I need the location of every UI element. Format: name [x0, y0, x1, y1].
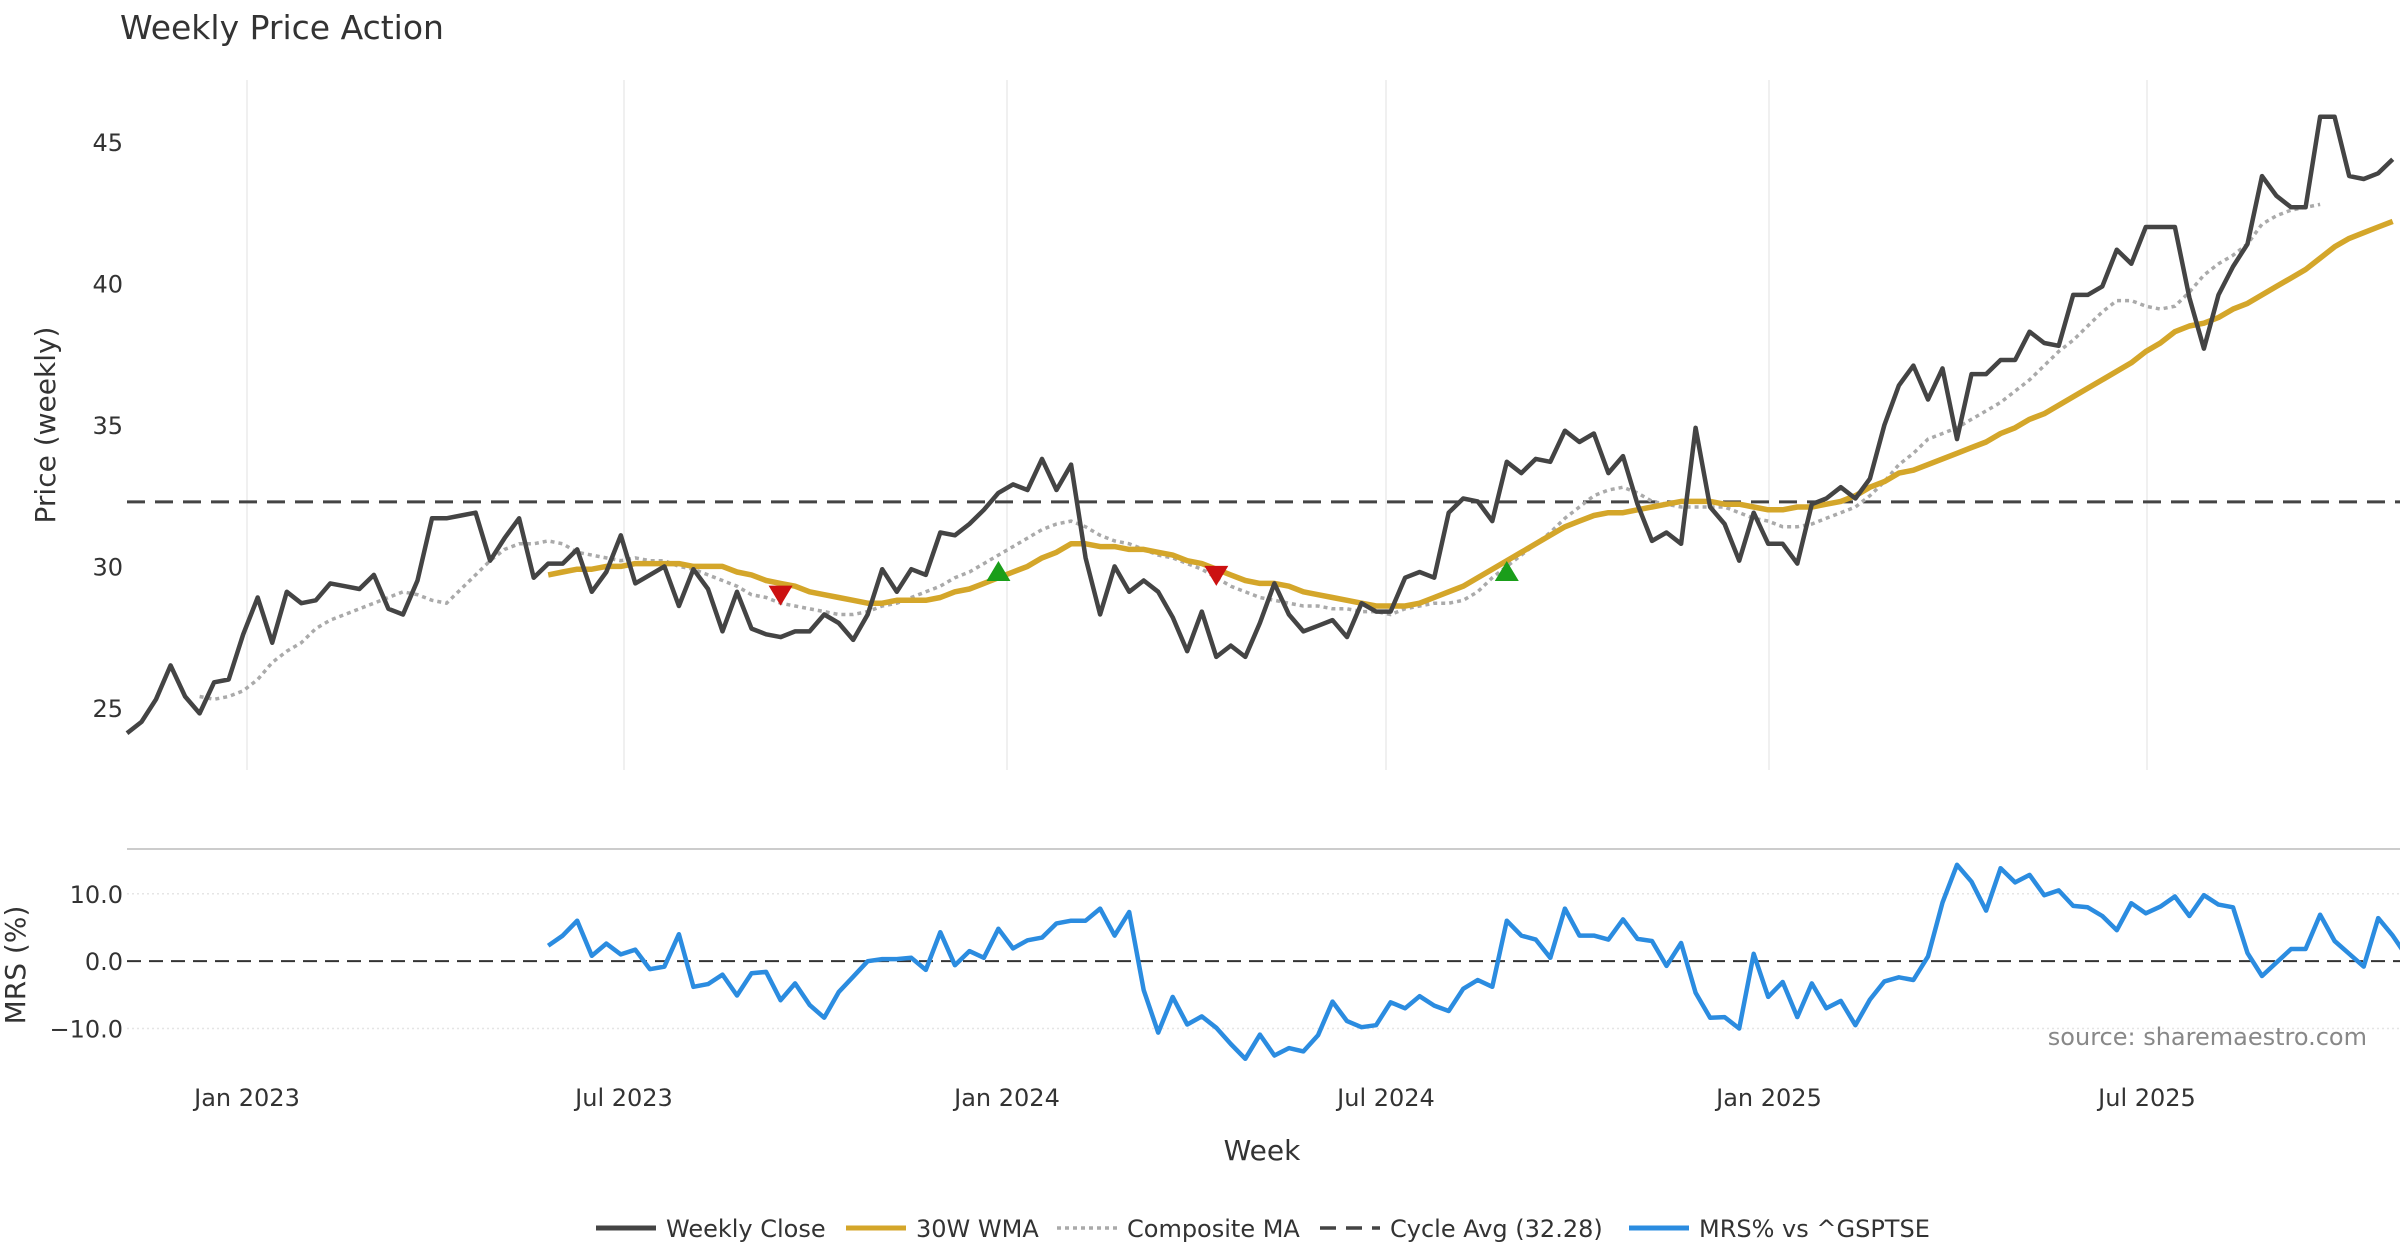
x-tick-label: Jan 2023 — [192, 1084, 300, 1112]
composite-ma-line — [199, 202, 2321, 702]
source-label: source: sharemaestro.com — [2048, 1023, 2367, 1051]
price-y-axis: 25 30 35 40 45 — [92, 129, 123, 723]
x-axis: Jan 2023 Jul 2023 Jan 2024 Jul 2024 Jan 2025… — [192, 1084, 2196, 1112]
legend-label: Cycle Avg (32.28) — [1390, 1215, 1603, 1243]
sell-signal-marker — [768, 585, 793, 606]
mrs-series — [546, 862, 2400, 1062]
mrs-y-axis: 10.0 0.0 −10.0 — [49, 881, 123, 1044]
mrs-y-tick-label: 0.0 — [85, 948, 123, 976]
mrs-y-tick-label: −10.0 — [49, 1016, 123, 1044]
price-grid — [246, 80, 2148, 770]
signal-markers — [768, 561, 1519, 606]
x-tick-label: Jul 2023 — [573, 1084, 673, 1112]
legend-label: Composite MA — [1127, 1215, 1300, 1243]
buy-signal-marker — [986, 561, 1011, 582]
buy-signal-marker — [1494, 561, 1519, 582]
mrs-y-tick-label: 10.0 — [70, 881, 123, 909]
weekly-close-line — [125, 114, 2395, 735]
price-series — [125, 114, 2400, 735]
price-panel: 25 30 35 40 45 Price (weekly) — [29, 80, 2400, 770]
price-y-tick-label: 35 — [92, 412, 123, 440]
mrs-y-axis-label: MRS (%) — [0, 906, 32, 1025]
chart-title: Weekly Price Action — [120, 8, 444, 47]
price-y-axis-label: Price (weekly) — [29, 327, 62, 524]
price-y-tick-label: 30 — [92, 553, 123, 581]
price-y-tick-label: 25 — [92, 695, 123, 723]
legend-label: Weekly Close — [666, 1215, 826, 1243]
price-y-tick-label: 40 — [92, 271, 123, 299]
x-tick-label: Jul 2024 — [1335, 1084, 1435, 1112]
legend-label: 30W WMA — [916, 1215, 1039, 1243]
mrs-grid — [127, 848, 2400, 1030]
mrs-line — [546, 862, 2400, 1062]
wma-30w-line — [547, 218, 2394, 609]
x-tick-label: Jul 2025 — [2096, 1084, 2196, 1112]
price-y-tick-label: 45 — [92, 129, 123, 157]
x-tick-label: Jan 2025 — [1714, 1084, 1822, 1112]
x-tick-label: Jan 2024 — [952, 1084, 1060, 1112]
sell-signal-marker — [1204, 565, 1229, 586]
x-axis-label: Week — [1224, 1134, 1301, 1167]
mrs-panel: 10.0 0.0 −10.0 MRS (%) source: sharemaestr… — [0, 848, 2400, 1062]
legend-label: MRS% vs ^GSPTSE — [1699, 1215, 1930, 1243]
legend: Weekly Close 30W WMA Composite MA Cycle Avg… — [596, 1215, 1930, 1243]
